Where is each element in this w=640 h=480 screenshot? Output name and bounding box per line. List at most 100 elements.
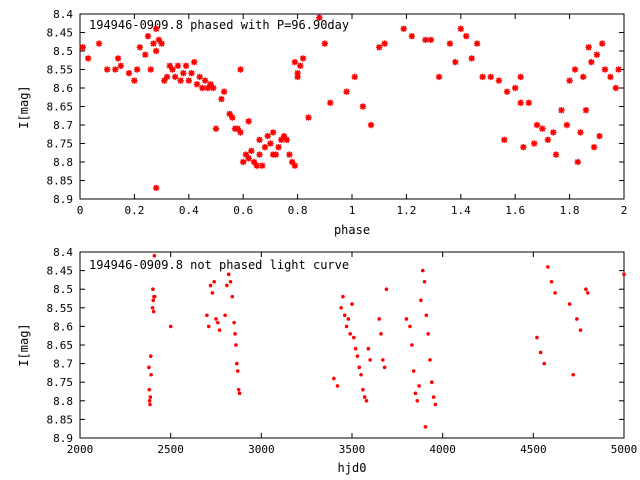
data-point-star [367,121,375,129]
data-point [237,391,242,396]
data-point-star [596,132,603,140]
data-point [585,291,590,295]
data-point [152,294,157,299]
data-point-star [245,118,252,125]
x-tick-label: 1.4 [451,204,471,217]
data-point [422,279,427,284]
y-tick-label: 8.8 [53,395,73,408]
y-tick-label: 8.6 [53,320,73,333]
data-point [423,425,428,429]
data-point-star [452,58,459,66]
data-point-star [517,73,524,81]
data-point [228,279,233,284]
data-point-star [256,136,263,143]
data-point-star [400,25,407,32]
data-point [417,384,421,388]
y-tick-label: 8.7 [53,358,73,371]
y-tick-label: 8.75 [47,376,74,389]
x-tick-label: 4500 [520,443,547,456]
data-point-star [544,136,552,143]
plot-title: 194946-0909.8 phased with P=96.90day [89,18,349,32]
data-point-star [155,36,163,44]
data-point [168,324,173,329]
data-point [206,324,211,329]
y-tick-label: 8.65 [47,101,74,114]
data-point-star [275,144,282,151]
data-point-star [457,25,464,32]
data-point [366,346,371,351]
data-point-star [207,81,214,88]
x-tick-label: 0.4 [179,204,199,217]
data-point-star [174,62,182,69]
data-point-star [446,40,454,47]
data-point-star [204,84,212,92]
data-point [571,372,576,377]
data-point [344,324,349,329]
x-tick-label: 3500 [339,443,366,456]
data-point [348,332,352,336]
x-tick-label: 1.6 [505,204,525,217]
data-point [148,402,152,407]
data-point-star [487,73,494,81]
data-point-star [321,40,328,47]
data-point-star [566,77,573,84]
data-point-star [172,73,179,81]
data-point [350,302,354,306]
data-point-star [185,77,192,84]
data-point-star [144,33,152,40]
data-point-star [590,144,598,151]
data-point-star [201,77,209,84]
data-point-star [468,55,475,62]
data-point-star [539,125,546,132]
data-point [235,361,239,366]
data-point-star [125,70,133,77]
data-point-star [152,47,160,55]
data-point [361,387,365,392]
data-point-star [150,40,157,47]
y-tick-label: 8.4 [53,8,73,21]
data-point [411,369,416,373]
data-point-star [408,33,416,40]
data-point [216,320,220,325]
axis-ticks: 0 0.2 0.4 0.6 0.8 1 1.2 1.4 1.6 1.8 2 8.4 8.45 8.5 8.5… [47,8,628,217]
data-point-star [479,73,486,81]
data-point-star [212,125,220,132]
data-point [341,294,345,299]
data-point [147,399,152,403]
data-point-star [327,99,334,106]
data-point-star [152,25,160,32]
data-point-star [558,107,565,114]
data-point-star [234,125,241,132]
data-point [148,395,153,399]
data-point-star [191,58,198,66]
x-axis-label: phase [334,223,370,237]
data-point-star [147,66,154,73]
data-point-star [163,73,171,81]
data-point [205,313,209,318]
data-point-star [161,77,168,84]
data-point [429,380,434,385]
data-point [151,287,155,292]
y-tick-label: 8.5 [53,283,73,296]
data-point-star [226,110,233,118]
data-point [335,384,340,388]
data-point-star [180,70,187,77]
data-point-star [286,151,293,158]
data-point [339,306,343,310]
data-point [546,265,550,269]
data-point-star [248,147,255,155]
data-point [420,268,425,273]
data-point [147,365,151,370]
data-point-star [114,55,122,62]
x-tick-label: 2000 [67,443,94,456]
data-point [424,313,429,318]
data-point-star [299,55,307,62]
data-point-star [182,62,190,69]
data-point-star [525,99,532,106]
data-point [346,317,351,321]
data-point [381,358,385,362]
data-point-star [585,44,592,51]
data-point [236,387,241,392]
data-point-star [131,77,138,84]
data-point [225,283,229,288]
